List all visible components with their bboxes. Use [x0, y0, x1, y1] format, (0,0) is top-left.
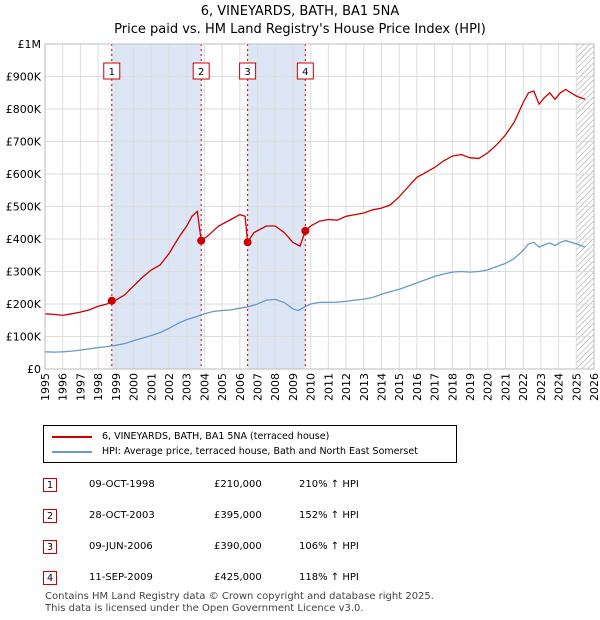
y-tick-label: £400K	[6, 233, 42, 246]
sale-point	[197, 236, 206, 245]
y-tick-label: £500K	[6, 201, 42, 214]
legend-item-property: 6, VINEYARDS, BATH, BA1 5NA (terraced ho…	[52, 431, 329, 442]
transaction-price: £210,000	[214, 479, 262, 490]
x-tick-label: 2024	[553, 373, 566, 401]
property-price-line	[44, 88, 586, 317]
chart-legend: 6, VINEYARDS, BATH, BA1 5NA (terraced ho…	[43, 425, 457, 463]
transaction-row: 2 28-OCT-2003 £395,000 152% ↑ HPI	[43, 509, 443, 527]
transaction-date: 28-OCT-2003	[89, 510, 155, 521]
sale-marker-label: 4	[302, 67, 308, 78]
sale-point	[243, 238, 252, 247]
transaction-hpi: 106% ↑ HPI	[299, 541, 359, 552]
sale-marker-box	[296, 62, 314, 80]
hpi-line	[44, 239, 586, 353]
x-tick-label: 2009	[287, 373, 300, 401]
x-tick-label: 1995	[39, 373, 52, 401]
transaction-hpi: 210% ↑ HPI	[299, 479, 359, 490]
x-tick-label: 2006	[234, 373, 247, 401]
price-chart: 1 2 3 4 £0 £100K £200K £300K £400K £500K £600K £700…	[6, 38, 600, 401]
plot-frame	[44, 43, 595, 370]
sale-marker-box	[103, 62, 121, 80]
transaction-number: 4	[43, 571, 57, 585]
legend-line-property	[52, 435, 92, 438]
transaction-number: 1	[43, 478, 57, 492]
x-tick-label: 1999	[110, 373, 123, 401]
transaction-date: 09-JUN-2006	[89, 541, 153, 552]
x-tick-label: 2015	[393, 373, 406, 401]
legend-item-hpi: HPI: Average price, terraced house, Bath…	[52, 446, 418, 457]
x-tick-label: 2001	[145, 373, 158, 401]
x-tick-label: 2010	[305, 373, 318, 401]
sale-marker-label: 1	[109, 67, 115, 78]
y-tick-label: £200K	[6, 298, 42, 311]
footer-copyright: Contains HM Land Registry data © Crown c…	[45, 591, 434, 602]
legend-line-hpi	[52, 450, 92, 453]
x-tick-label: 2005	[216, 373, 229, 401]
y-tick-label: £600K	[6, 168, 42, 181]
transaction-price: £390,000	[214, 541, 262, 552]
x-tick-label: 1997	[74, 373, 87, 401]
transaction-row: 4 11-SEP-2009 £425,000 118% ↑ HPI	[43, 571, 443, 589]
transaction-date: 11-SEP-2009	[89, 572, 153, 583]
y-tick-label: £700K	[6, 136, 42, 149]
x-tick-label: 2026	[588, 373, 600, 401]
transaction-number: 3	[43, 540, 57, 554]
x-tick-label: 1998	[92, 373, 105, 401]
chart-title: 6, VINEYARDS, BATH, BA1 5NA	[200, 4, 400, 19]
transaction-price: £395,000	[214, 510, 262, 521]
y-tick-label: £100K	[6, 331, 42, 344]
x-tick-label: 2008	[269, 373, 282, 401]
y-tick-label: £0	[27, 363, 41, 376]
x-tick-label: 2003	[181, 373, 194, 401]
sale-point	[301, 226, 310, 235]
x-tick-label: 2014	[375, 373, 388, 401]
sale-marker-label: 2	[198, 67, 204, 78]
chart-subtitle: Price paid vs. HM Land Registry's House …	[114, 22, 486, 37]
sale-marker-label: 3	[244, 67, 250, 78]
x-tick-label: 2023	[535, 373, 548, 401]
legend-label-property: 6, VINEYARDS, BATH, BA1 5NA (terraced ho…	[102, 431, 330, 442]
sale-point	[107, 296, 116, 305]
x-tick-label: 2012	[340, 373, 353, 401]
y-tick-label: £900K	[6, 71, 42, 84]
x-tick-label: 2002	[163, 373, 176, 401]
x-tick-label: 2000	[128, 373, 141, 401]
transaction-hpi: 152% ↑ HPI	[299, 510, 359, 521]
x-tick-label: 2019	[464, 373, 477, 401]
sale-marker-box	[192, 62, 210, 80]
x-tick-label: 2025	[570, 373, 583, 401]
x-tick-label: 2018	[446, 373, 459, 401]
footer-licence: This data is licensed under the Open Gov…	[45, 603, 364, 614]
transaction-row: 1 09-OCT-1998 £210,000 210% ↑ HPI	[43, 478, 443, 496]
x-tick-label: 1996	[57, 373, 70, 401]
x-tick-label: 2007	[252, 373, 265, 401]
x-tick-label: 2013	[358, 373, 371, 401]
x-tick-label: 2016	[411, 373, 424, 401]
y-tick-label: £800K	[6, 103, 42, 116]
x-tick-label: 2020	[482, 373, 495, 401]
transaction-price: £425,000	[214, 572, 262, 583]
sale-marker-box	[239, 62, 257, 80]
y-tick-label: £1M	[18, 38, 42, 51]
legend-label-hpi: HPI: Average price, terraced house, Bath…	[102, 446, 418, 457]
transaction-date: 09-OCT-1998	[89, 479, 155, 490]
x-tick-label: 2021	[499, 373, 512, 401]
x-tick-label: 2017	[429, 373, 442, 401]
x-tick-label: 2011	[322, 373, 335, 401]
transaction-row: 3 09-JUN-2006 £390,000 106% ↑ HPI	[43, 540, 443, 558]
x-tick-label: 2004	[198, 373, 211, 401]
transaction-number: 2	[43, 509, 57, 523]
y-tick-label: £300K	[6, 266, 42, 279]
x-tick-label: 2022	[517, 373, 530, 401]
transaction-hpi: 118% ↑ HPI	[299, 572, 359, 583]
